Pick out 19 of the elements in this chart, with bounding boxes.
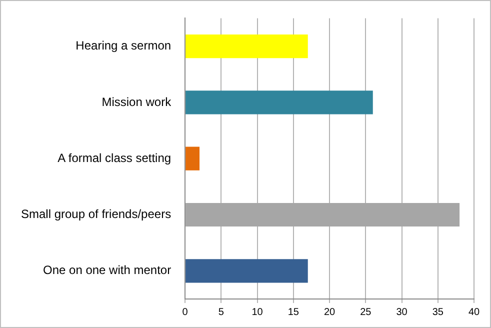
x-tick-label: 35 (432, 306, 444, 318)
y-tick-label: One on one with mentor (43, 263, 172, 278)
bar (186, 202, 460, 227)
bar (186, 259, 308, 283)
y-tick-label: A formal class setting (58, 150, 172, 165)
x-tick-label: 40 (468, 306, 480, 318)
y-tick-label: Hearing a sermon (76, 38, 172, 53)
bar (186, 90, 373, 114)
x-tick-label: 10 (252, 306, 264, 318)
y-tick-label: Mission work (102, 94, 172, 109)
x-tick-label: 30 (396, 306, 408, 318)
x-tick-label: 20 (324, 306, 336, 318)
bar (186, 34, 308, 58)
x-tick-label: 5 (218, 306, 224, 318)
x-tick-label: 0 (182, 306, 188, 318)
x-tick-label: 15 (288, 306, 300, 318)
x-tick-label: 25 (360, 306, 372, 318)
bar (186, 146, 200, 170)
y-tick-label: Small group of friends/peers (21, 207, 172, 222)
